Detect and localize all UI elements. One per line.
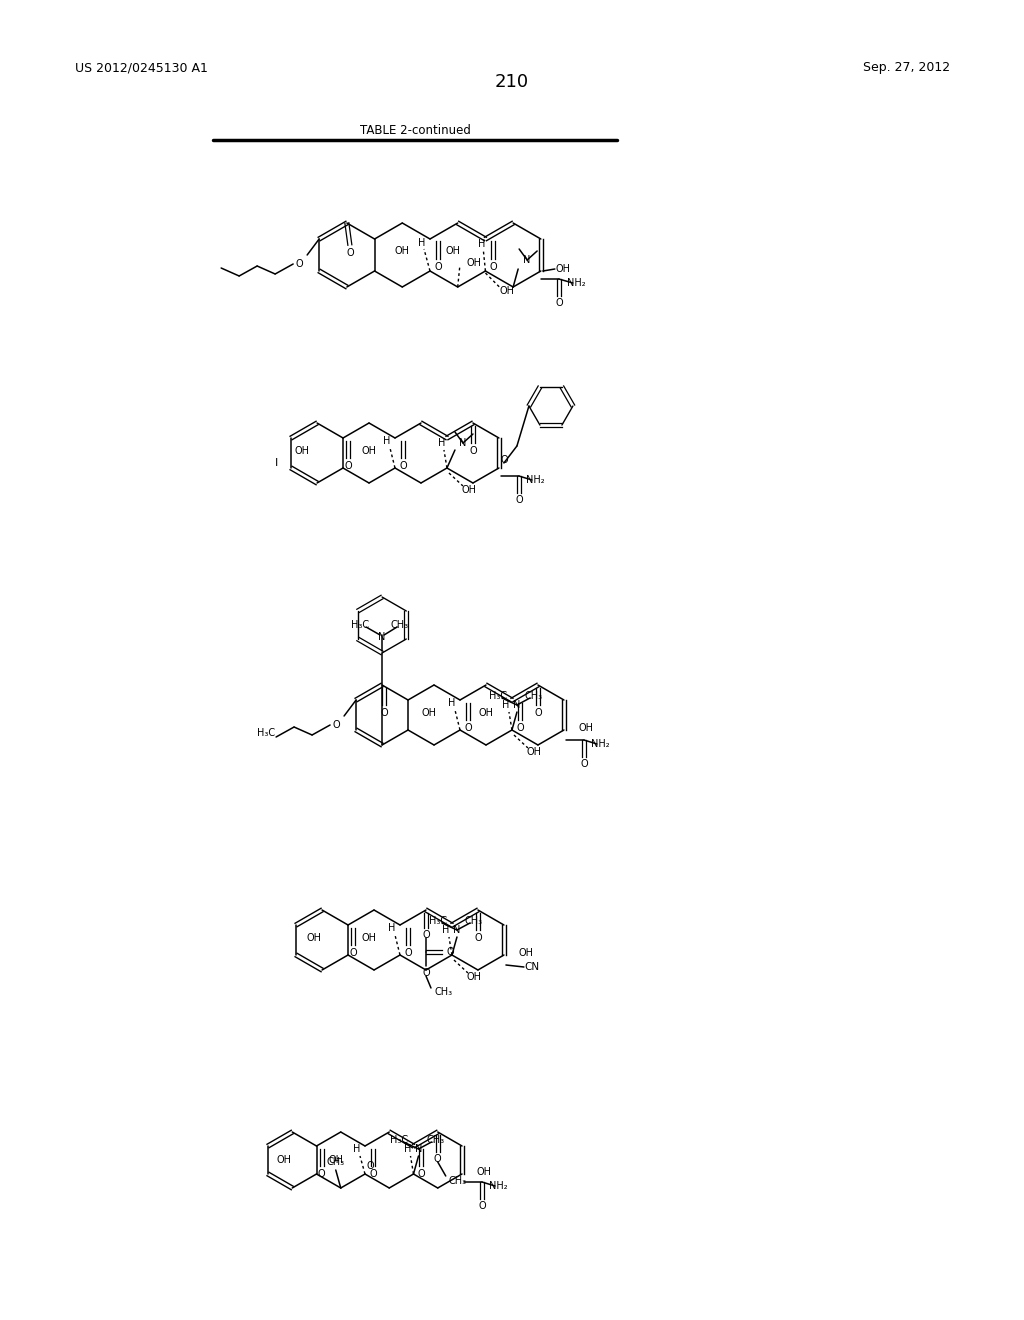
Text: NH₂: NH₂ bbox=[525, 475, 544, 484]
Text: OH: OH bbox=[306, 933, 322, 942]
Text: O: O bbox=[349, 948, 356, 958]
Text: 210: 210 bbox=[495, 73, 529, 91]
Text: H₃C: H₃C bbox=[488, 690, 507, 701]
Text: CH₃: CH₃ bbox=[449, 1176, 467, 1185]
Text: I: I bbox=[274, 458, 278, 469]
Text: O: O bbox=[515, 495, 522, 506]
Text: N: N bbox=[460, 438, 467, 447]
Text: O: O bbox=[469, 446, 477, 455]
Text: O: O bbox=[474, 933, 481, 942]
Text: CN: CN bbox=[524, 962, 540, 972]
Text: O: O bbox=[500, 455, 508, 465]
Text: OH: OH bbox=[329, 1155, 343, 1166]
Text: H₃C: H₃C bbox=[429, 916, 447, 927]
Text: US 2012/0245130 A1: US 2012/0245130 A1 bbox=[75, 62, 208, 74]
Text: O: O bbox=[434, 1154, 441, 1164]
Text: O: O bbox=[446, 946, 454, 957]
Text: OH: OH bbox=[467, 972, 481, 982]
Text: OH: OH bbox=[462, 484, 476, 495]
Text: OH: OH bbox=[518, 948, 534, 958]
Text: OH: OH bbox=[276, 1155, 292, 1166]
Text: N: N bbox=[523, 255, 530, 265]
Text: H: H bbox=[353, 1144, 360, 1154]
Text: O: O bbox=[418, 1170, 425, 1179]
Text: O: O bbox=[422, 968, 430, 978]
Text: O: O bbox=[404, 948, 412, 958]
Text: NH₂: NH₂ bbox=[566, 279, 585, 288]
Text: OH: OH bbox=[361, 933, 377, 942]
Text: CH₃: CH₃ bbox=[327, 1158, 345, 1167]
Text: H: H bbox=[478, 239, 485, 249]
Text: O: O bbox=[399, 461, 407, 471]
Text: O: O bbox=[422, 931, 430, 940]
Text: OH: OH bbox=[476, 1167, 492, 1177]
Text: NH₂: NH₂ bbox=[591, 739, 609, 748]
Text: O: O bbox=[581, 759, 588, 770]
Text: OH: OH bbox=[361, 446, 377, 455]
Text: H₃C: H₃C bbox=[390, 1135, 409, 1144]
Text: O: O bbox=[464, 723, 472, 733]
Text: CH₃: CH₃ bbox=[465, 916, 483, 927]
Text: O: O bbox=[535, 708, 542, 718]
Text: O: O bbox=[370, 1170, 377, 1179]
Text: H: H bbox=[419, 238, 426, 248]
Text: O: O bbox=[332, 719, 340, 730]
Text: O: O bbox=[434, 261, 441, 272]
Text: O: O bbox=[478, 1201, 485, 1210]
Text: H: H bbox=[403, 1144, 412, 1154]
Text: O: O bbox=[555, 298, 562, 308]
Text: CH₃: CH₃ bbox=[435, 987, 453, 997]
Text: N: N bbox=[379, 632, 386, 642]
Text: H: H bbox=[383, 436, 391, 446]
Text: H₃C: H₃C bbox=[351, 620, 369, 630]
Text: O: O bbox=[516, 723, 523, 733]
Text: CH₃: CH₃ bbox=[426, 1135, 444, 1144]
Text: NH₂: NH₂ bbox=[488, 1181, 507, 1191]
Text: H: H bbox=[388, 923, 395, 933]
Text: OH: OH bbox=[500, 286, 515, 296]
Text: O: O bbox=[380, 708, 388, 718]
Text: OH: OH bbox=[478, 708, 494, 718]
Text: OH: OH bbox=[295, 446, 309, 455]
Text: H: H bbox=[449, 698, 456, 708]
Text: O: O bbox=[295, 259, 303, 269]
Text: H: H bbox=[438, 438, 445, 447]
Text: H: H bbox=[503, 700, 510, 710]
Text: O: O bbox=[367, 1162, 374, 1171]
Text: OH: OH bbox=[422, 708, 436, 718]
Text: O: O bbox=[489, 261, 498, 272]
Text: OH: OH bbox=[555, 264, 570, 275]
Text: TABLE 2-continued: TABLE 2-continued bbox=[359, 124, 470, 136]
Text: N: N bbox=[513, 700, 520, 710]
Text: CH₃: CH₃ bbox=[391, 620, 410, 630]
Text: N: N bbox=[415, 1144, 422, 1154]
Text: H: H bbox=[442, 925, 450, 935]
Text: OH: OH bbox=[579, 723, 594, 733]
Text: O: O bbox=[346, 248, 353, 257]
Text: CH₃: CH₃ bbox=[525, 690, 543, 701]
Text: OH: OH bbox=[466, 257, 481, 268]
Text: Sep. 27, 2012: Sep. 27, 2012 bbox=[863, 62, 950, 74]
Text: O: O bbox=[344, 461, 352, 471]
Text: OH: OH bbox=[445, 246, 460, 256]
Text: O: O bbox=[317, 1170, 326, 1179]
Text: N: N bbox=[454, 925, 461, 935]
Text: OH: OH bbox=[395, 246, 410, 256]
Text: OH: OH bbox=[526, 747, 542, 756]
Text: H₃C: H₃C bbox=[257, 729, 275, 738]
